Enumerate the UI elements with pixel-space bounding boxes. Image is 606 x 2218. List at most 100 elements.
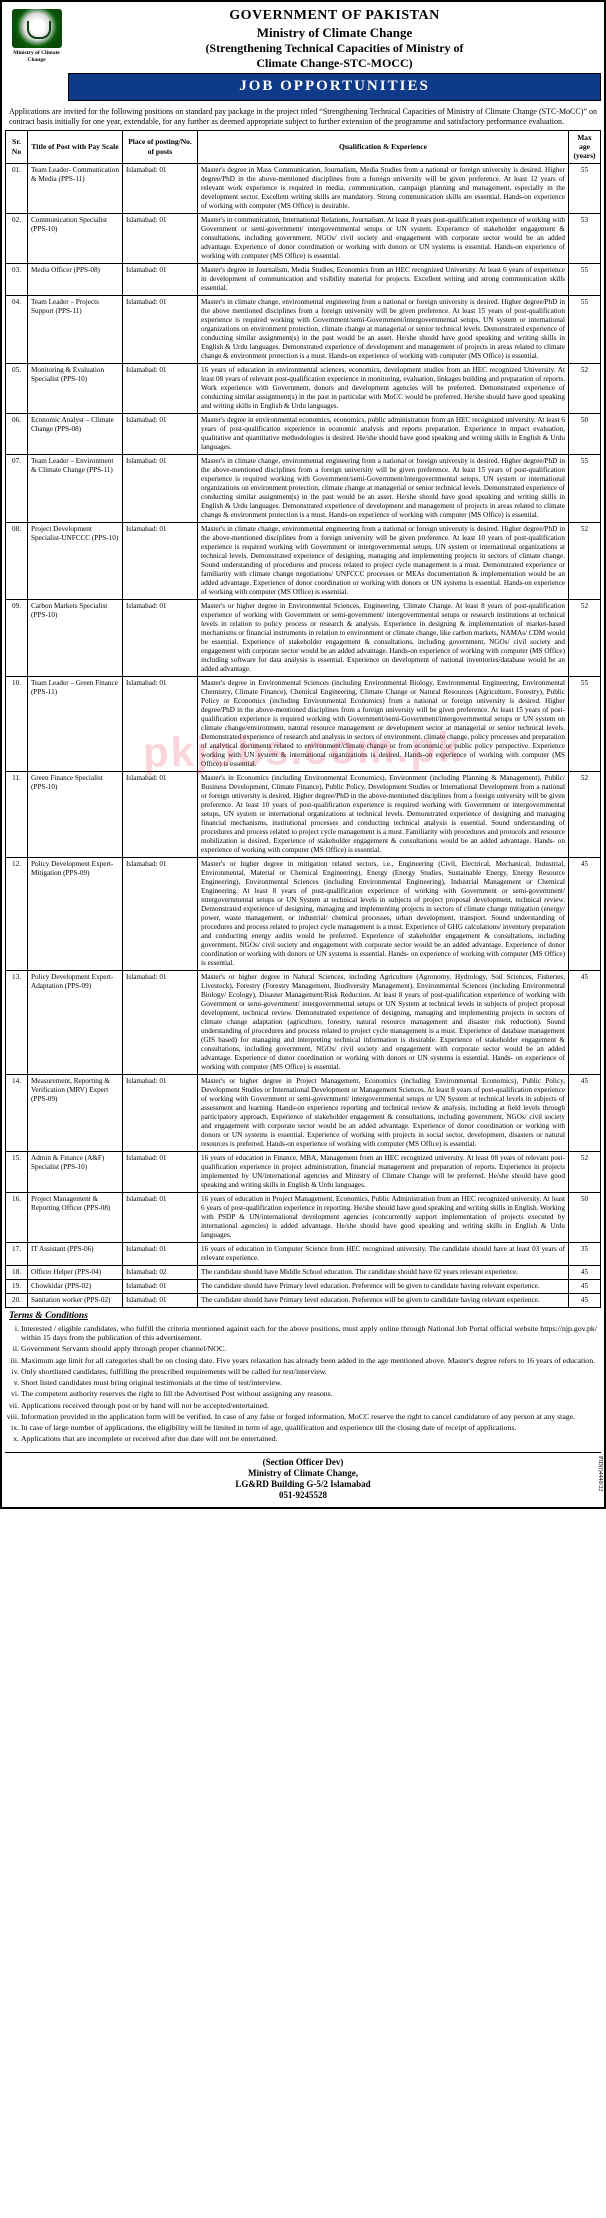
cell-place: Islamabad: 01 [123,213,198,263]
cell-no: 03. [6,263,28,295]
cell-title: Policy Development Expert-Adaptation (PP… [28,970,123,1074]
cell-title: Project Development Specialist-UNFCCC (P… [28,522,123,599]
cell-age: 45 [569,1279,601,1293]
document-header: Ministry of Climate Change GOVERNMENT OF… [5,5,601,104]
emblem-icon [12,9,62,48]
cell-age: 55 [569,295,601,363]
footer-line-2: Ministry of Climate Change, [5,1468,601,1479]
cell-qualification: Master's degree in Environmental Science… [198,676,569,771]
table-row: 10.Team Leader – Green Finance (PPS-11)I… [6,676,601,771]
cell-age: 52 [569,771,601,857]
cell-qualification: Master's or higher degree in Environment… [198,599,569,676]
cell-age: 50 [569,1192,601,1242]
cell-age: 50 [569,413,601,454]
cell-age: 52 [569,599,601,676]
col-place: Place of posting/No. of posts [123,130,198,163]
cell-qualification: Master's in climate change, environmenta… [198,295,569,363]
cell-place: Islamabad: 01 [123,522,198,599]
header-ministry: Ministry of Climate Change [68,25,601,41]
cell-qualification: The candidate should have Primary level … [198,1279,569,1293]
terms-heading: Terms & Conditions [5,1308,601,1324]
cell-place: Islamabad: 01 [123,163,198,213]
cell-no: 17. [6,1242,28,1265]
cell-no: 05. [6,363,28,413]
cell-age: 45 [569,1293,601,1307]
cell-age: 35 [569,1242,601,1265]
header-government: GOVERNMENT OF PAKISTAN [68,7,601,25]
cell-qualification: 16 years of education in Project Managem… [198,1192,569,1242]
header-subtitle-1: (Strengthening Technical Capacities of M… [68,41,601,56]
footer-side-code: PID(I)4440/22 [596,1444,604,1504]
cell-place: Islamabad: 01 [123,413,198,454]
cell-no: 13. [6,970,28,1074]
table-row: 11.Green Finance Specialist (PPS-10)Isla… [6,771,601,857]
cell-place: Islamabad: 01 [123,771,198,857]
cell-place: Islamabad: 01 [123,1279,198,1293]
cell-age: 45 [569,1074,601,1151]
cell-no: 19. [6,1279,28,1293]
cell-no: 04. [6,295,28,363]
table-row: 06.Economic Analyst – Climate Change (PP… [6,413,601,454]
cell-place: Islamabad: 01 [123,1242,198,1265]
document-frame: Ministry of Climate Change GOVERNMENT OF… [0,0,606,1509]
table-row: 17.IT Assistant (PPS-06)Islamabad: 0116 … [6,1242,601,1265]
cell-age: 55 [569,454,601,522]
terms-item: Maximum age limit for all categories sha… [21,1356,597,1366]
table-row: 03.Media Officer (PPS-08)Islamabad: 01Ma… [6,263,601,295]
cell-title: Economic Analyst – Climate Change (PPS-0… [28,413,123,454]
cell-age: 55 [569,263,601,295]
table-row: 19.Chowkidar (PPS-02)Islamabad: 01The ca… [6,1279,601,1293]
cell-qualification: Master's or higher degree in Project Man… [198,1074,569,1151]
cell-qualification: 16 years of education in environmental s… [198,363,569,413]
cell-no: 20. [6,1293,28,1307]
table-row: 15.Admin & Finance (A&F) Specialist (PPS… [6,1151,601,1192]
footer-line-3: LG&RD Building G-5/2 Islamabad [5,1479,601,1490]
cell-title: Green Finance Specialist (PPS-10) [28,771,123,857]
cell-qualification: Master's in communication, International… [198,213,569,263]
terms-item: Information provided in the application … [21,1412,597,1422]
cell-title: Policy Development Expert-Mitigation (PP… [28,857,123,970]
terms-item: The competent authority reserves the rig… [21,1389,597,1399]
cell-place: Islamabad: 01 [123,1192,198,1242]
cell-no: 18. [6,1265,28,1279]
terms-item: Government Servants should apply through… [21,1344,597,1354]
cell-title: Team Leader – Projects Support (PPS-11) [28,295,123,363]
cell-qualification: Master's in Economics (including Environ… [198,771,569,857]
terms-item: Applications that are incomplete or rece… [21,1434,597,1444]
table-row: 14.Measurement, Reporting & Verification… [6,1074,601,1151]
cell-no: 09. [6,599,28,676]
cell-place: Islamabad: 01 [123,363,198,413]
cell-title: Communication Specialist (PPS-10) [28,213,123,263]
cell-no: 02. [6,213,28,263]
cell-no: 15. [6,1151,28,1192]
job-opportunities-banner: JOB OPPORTUNITIES [68,73,601,101]
cell-place: Islamabad: 01 [123,295,198,363]
table-row: 18.Officer Helper (PPS-04)Islamabad: 02T… [6,1265,601,1279]
cell-no: 01. [6,163,28,213]
cell-place: Islamabad: 01 [123,857,198,970]
cell-title: Media Officer (PPS-08) [28,263,123,295]
cell-title: Officer Helper (PPS-04) [28,1265,123,1279]
table-row: 07.Team Leader – Environment & Climate C… [6,454,601,522]
cell-no: 08. [6,522,28,599]
cell-qualification: Master's in climate change, environmenta… [198,522,569,599]
table-row: 01.Team Leader- Communication & Media (P… [6,163,601,213]
cell-title: Team Leader – Green Finance (PPS-11) [28,676,123,771]
cell-title: Chowkidar (PPS-02) [28,1279,123,1293]
cell-age: 45 [569,857,601,970]
cell-age: 52 [569,522,601,599]
cell-age: 45 [569,1265,601,1279]
cell-no: 10. [6,676,28,771]
col-qualification: Qualification & Experience [198,130,569,163]
cell-qualification: Master's degree in Mass Communication, J… [198,163,569,213]
cell-age: 52 [569,1151,601,1192]
preamble-text: Applications are invited for the followi… [5,104,601,130]
terms-item: Short listed candidates must bring origi… [21,1378,597,1388]
cell-age: 55 [569,676,601,771]
cell-qualification: Master's or higher degree in Natural Sci… [198,970,569,1074]
table-row: 05.Monitoring & Evaluation Specialist (P… [6,363,601,413]
cell-qualification: Master's degree in Journalism, Media Stu… [198,263,569,295]
cell-title: Measurement, Reporting & Verification (M… [28,1074,123,1151]
terms-item: Interested / eligible candidates, who fu… [21,1324,597,1343]
cell-age: 52 [569,363,601,413]
